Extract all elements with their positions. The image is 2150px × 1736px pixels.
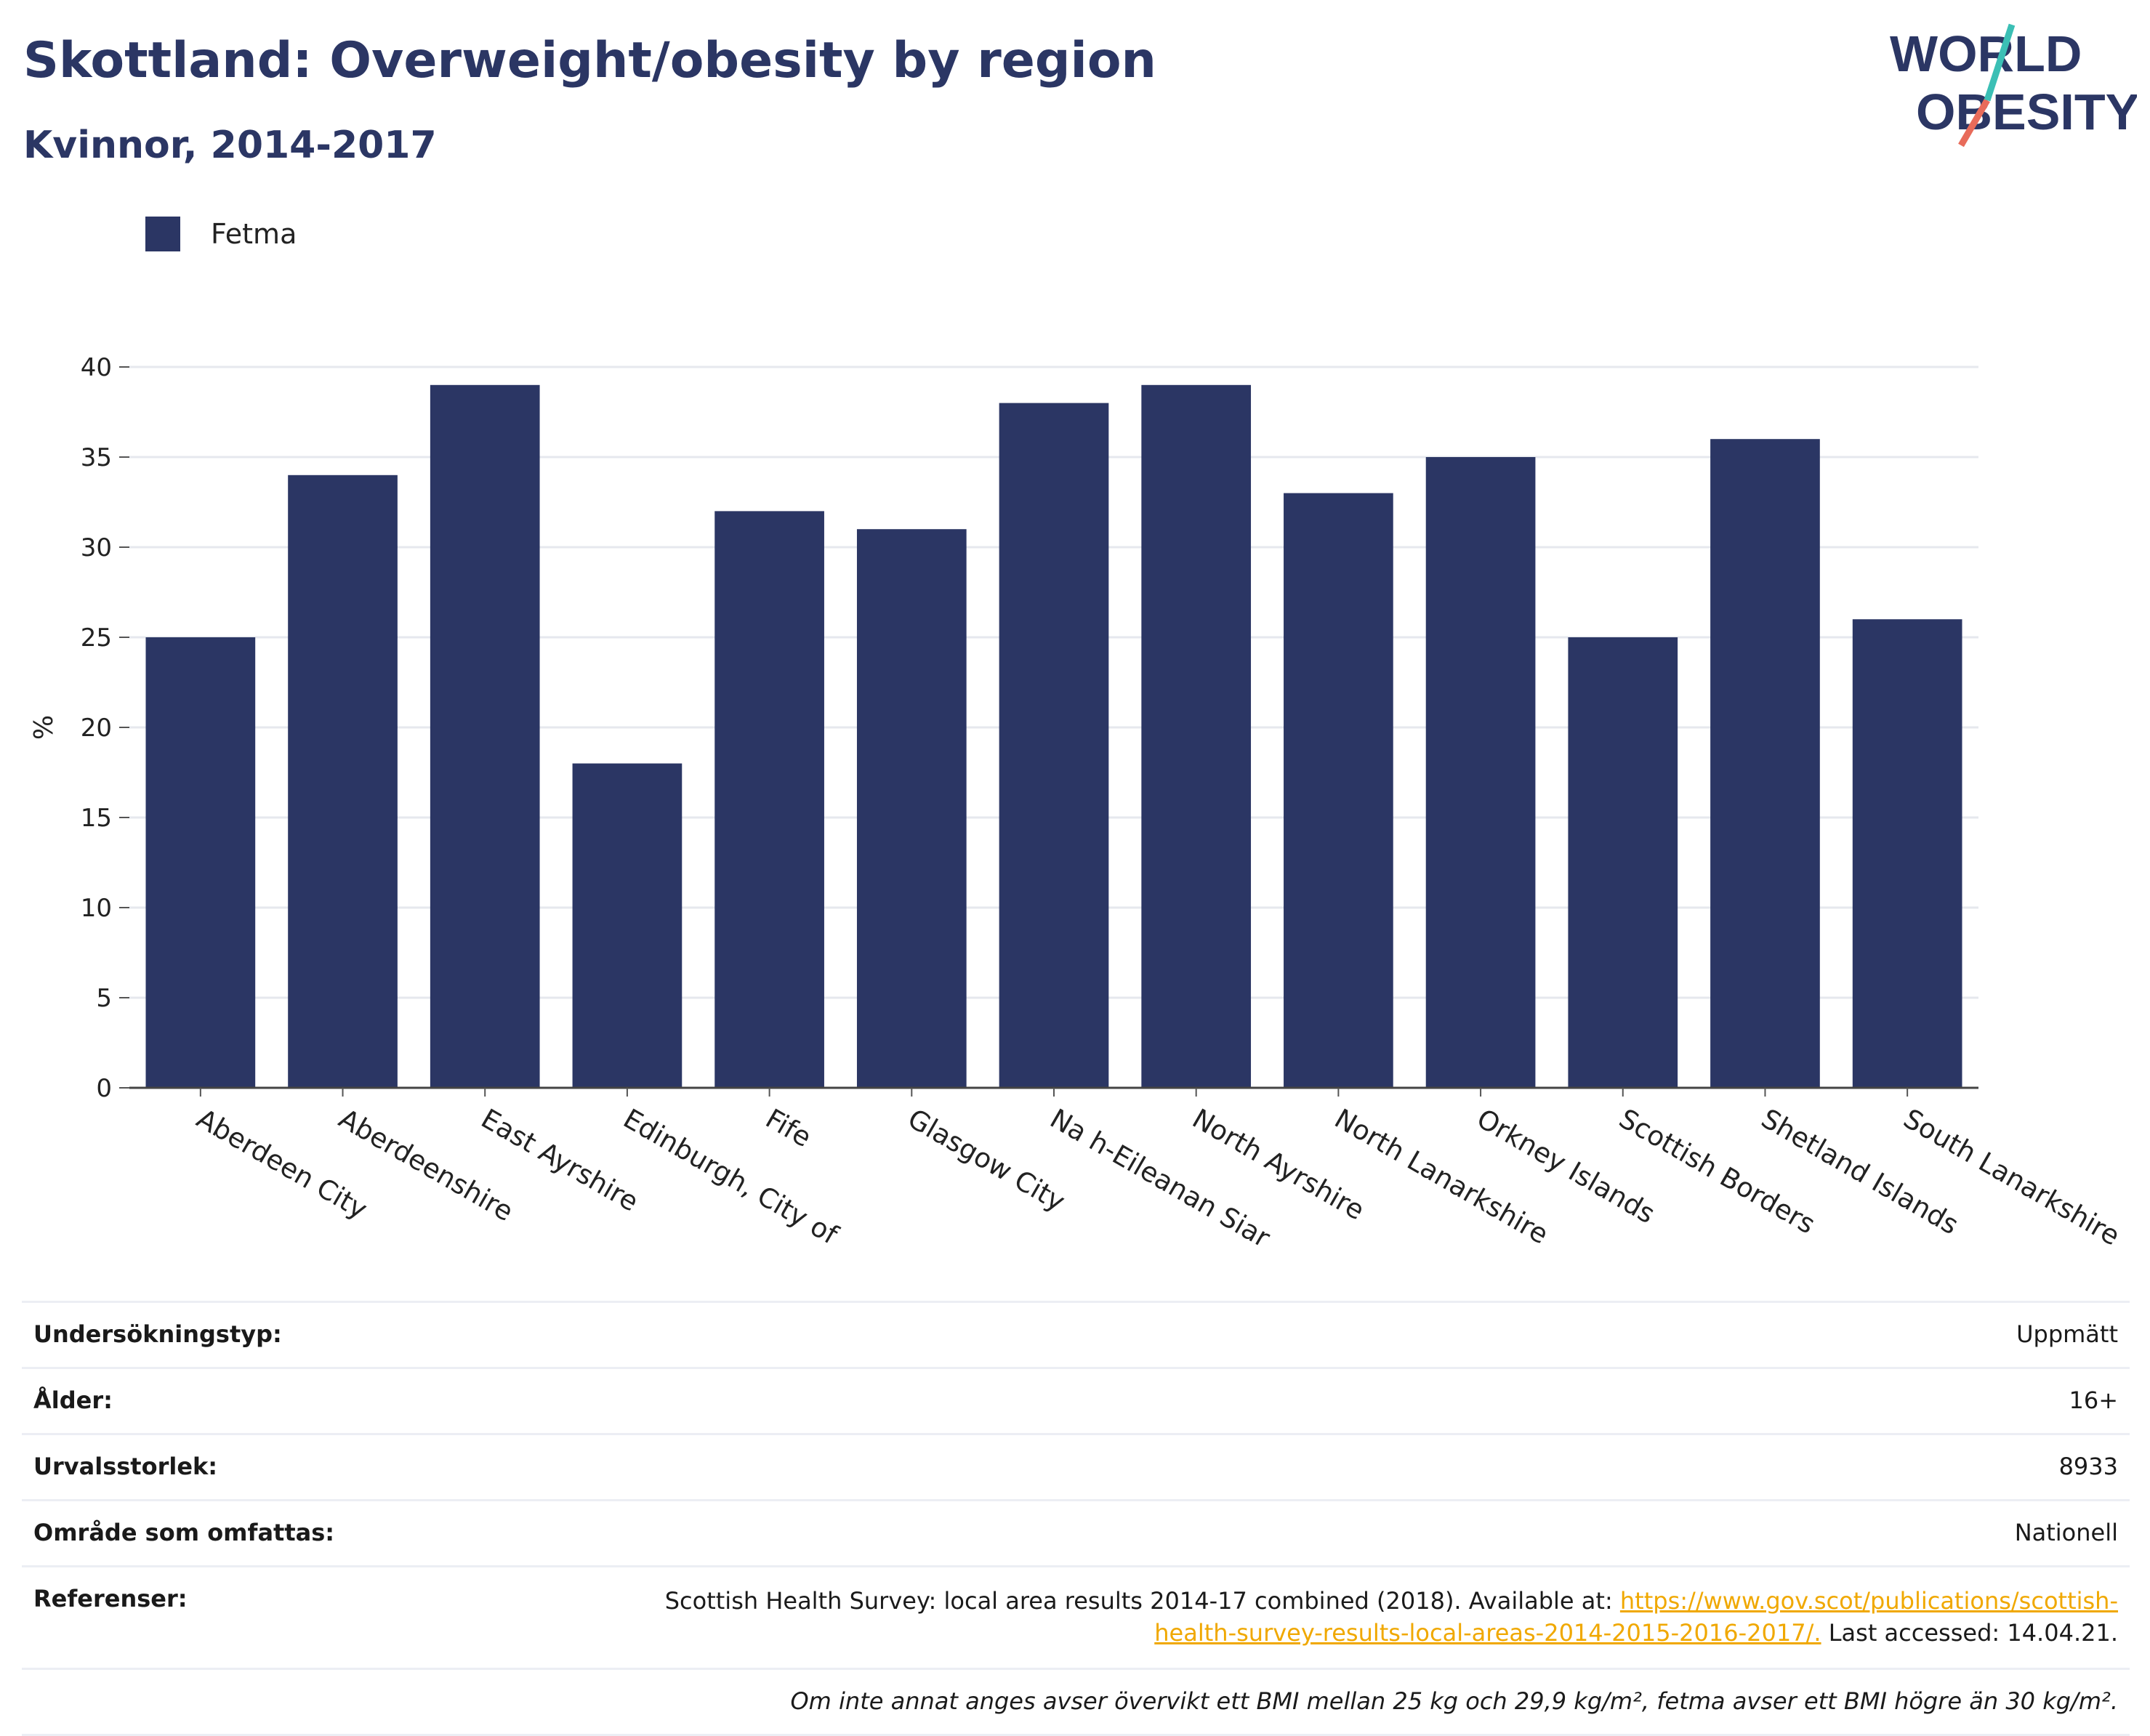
reference-citation: Scottish Health Survey: local area resul… [664,1587,1620,1615]
page-subtitle: Kvinnor, 2014-2017 [23,124,437,167]
reference-accessed: Last accessed: 14.04.21. [1821,1619,2118,1647]
bar [288,475,398,1088]
bmi-definition-note: Om inte annat anges avser övervikt ett B… [790,1687,2118,1715]
logo-line2: OBESITY [1916,84,2137,140]
info-label: Urvalsstorlek: [33,1453,218,1480]
info-value: Nationell [2014,1519,2118,1546]
logo-line1: WORLD [1890,25,2082,82]
y-tick-label: 25 [81,623,112,653]
x-tick-label: Glasgow City [903,1103,1071,1218]
bar [999,403,1109,1088]
y-tick-label: 5 [96,984,112,1013]
bar [714,511,824,1088]
info-row-survey-type: Undersökningstyp: Uppmätt [22,1301,2130,1367]
y-tick-label: 15 [81,804,112,833]
info-row-coverage: Område som omfattas: Nationell [22,1499,2130,1565]
info-note: Om inte annat anges avser övervikt ett B… [22,1668,2130,1736]
legend-swatch [145,217,180,251]
bar [572,763,683,1088]
bar [1284,493,1393,1088]
bar [1710,439,1820,1088]
info-label: Referenser: [33,1585,188,1612]
bar [856,529,967,1088]
x-tick-label: Fife [760,1103,817,1154]
y-axis-label: % [29,715,59,740]
info-value: 16+ [2069,1386,2118,1414]
bar [1425,457,1536,1088]
references-text: Scottish Health Survey: local area resul… [592,1585,2118,1649]
reference-link[interactable]: https://www.gov.scot/publications/scotti… [1154,1587,2118,1647]
info-value: 8933 [2058,1453,2118,1480]
page-title: Skottland: Overweight/obesity by region [23,32,1156,89]
info-row-references: Referenser: Scottish Health Survey: loca… [22,1565,2130,1668]
world-obesity-logo: WORLD OBESITY [1890,23,2137,148]
y-tick-label: 10 [81,894,112,923]
y-tick-label: 30 [81,533,112,562]
info-label: Undersökningstyp: [33,1320,282,1348]
info-value: Uppmätt [2016,1320,2118,1348]
y-tick-label: 35 [81,443,112,472]
bar [1141,384,1252,1088]
info-row-sample-size: Urvalsstorlek: 8933 [22,1433,2130,1499]
info-table: Undersökningstyp: Uppmätt Ålder: 16+ Urv… [22,1301,2130,1736]
info-label: Område som omfattas: [33,1519,335,1546]
info-label: Ålder: [33,1386,113,1414]
chart-legend: Fetma [145,217,297,251]
y-tick-label: 0 [96,1074,112,1103]
bar [1568,637,1678,1088]
y-tick-label: 40 [81,353,112,382]
y-tick-label: 20 [81,714,112,743]
bar [145,637,256,1088]
info-row-age: Ålder: 16+ [22,1367,2130,1433]
bar [430,384,540,1088]
bar [1852,619,1962,1088]
legend-label: Fetma [211,218,297,250]
